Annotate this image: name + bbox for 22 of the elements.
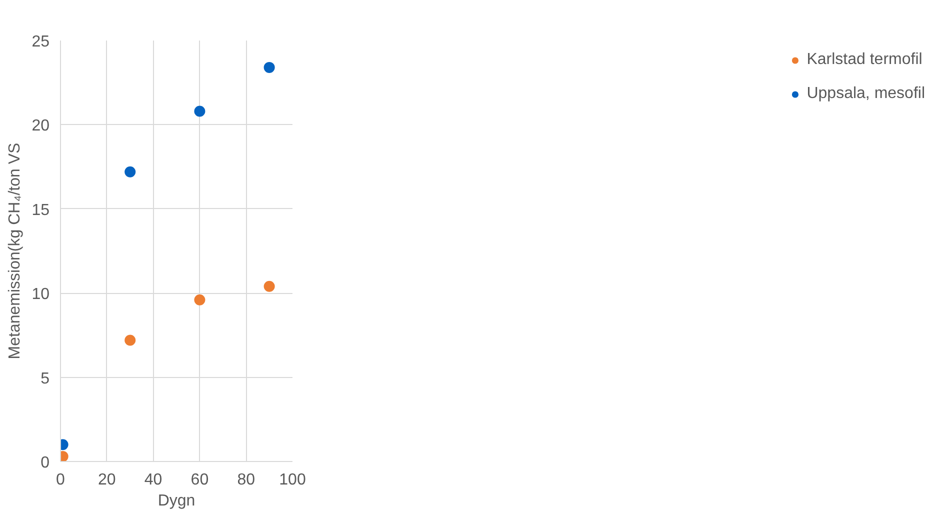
x-axis-title: Dygn bbox=[158, 492, 196, 510]
point bbox=[124, 166, 136, 178]
x-tick-label: 0 bbox=[56, 472, 66, 488]
x-tick-label: 60 bbox=[190, 472, 209, 488]
x-tick-label: 20 bbox=[98, 472, 116, 488]
y-axis-title: Metanemission(kg CH₄/ton VS bbox=[6, 142, 24, 360]
x-tick-label: 100 bbox=[279, 472, 306, 488]
y-tick-label: 10 bbox=[32, 286, 50, 304]
point bbox=[264, 62, 275, 73]
point bbox=[194, 106, 206, 117]
legend-label: Uppsala, mesofil bbox=[806, 85, 925, 103]
point bbox=[124, 334, 136, 346]
x-tick-label: 40 bbox=[144, 472, 162, 488]
point bbox=[194, 294, 206, 306]
x-tick-label: 80 bbox=[237, 472, 256, 488]
y-tick-label: 0 bbox=[40, 454, 50, 472]
legend-label: Karlstad termofil bbox=[806, 51, 922, 69]
point bbox=[264, 280, 275, 292]
y-tick-label: 20 bbox=[32, 118, 50, 135]
y-tick-label: 25 bbox=[32, 34, 50, 50]
y-tick-label: 5 bbox=[40, 370, 50, 388]
y-tick-label: 15 bbox=[32, 202, 50, 219]
